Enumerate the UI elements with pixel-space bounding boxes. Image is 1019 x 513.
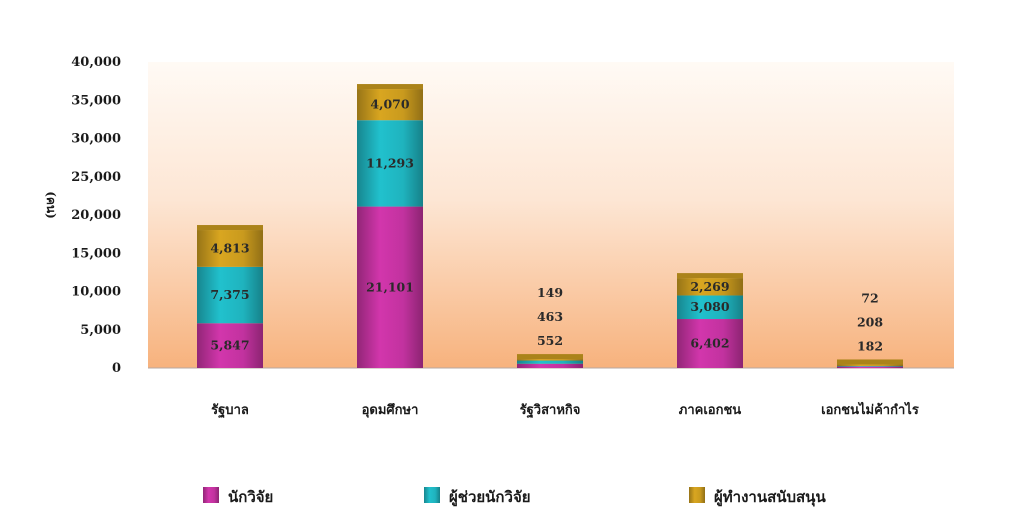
legend-label: นักวิจัย bbox=[228, 488, 273, 506]
category-label: อุดมศึกษา bbox=[362, 402, 419, 418]
data-label: 149 bbox=[537, 285, 563, 300]
y-tick-label: 30,000 bbox=[71, 132, 121, 147]
data-label: 2,269 bbox=[690, 279, 729, 294]
data-label: 463 bbox=[537, 309, 563, 324]
bar-2-4 bbox=[837, 364, 903, 366]
bar-top-cap bbox=[357, 84, 423, 90]
y-tick-label: 15,000 bbox=[71, 246, 121, 261]
data-label: 7,375 bbox=[210, 287, 249, 302]
bar-1-1 bbox=[357, 120, 423, 207]
legend-label: ผู้ทำงานสนับสนุน bbox=[714, 488, 826, 507]
plot-background bbox=[148, 62, 954, 368]
legend-label: ผู้ช่วยนักวิจัย bbox=[449, 488, 531, 507]
data-label: 3,080 bbox=[690, 299, 729, 314]
y-tick-label: 0 bbox=[112, 361, 121, 376]
bar-1-2 bbox=[517, 360, 583, 364]
category-label: ภาคเอกชน bbox=[679, 403, 742, 418]
data-label: 208 bbox=[857, 314, 883, 329]
category-label: รัฐบาล bbox=[211, 403, 249, 419]
bar-top-cap bbox=[197, 225, 263, 231]
legend: นักวิจัย ผู้ช่วยนักวิจัย ผู้ทำงานสนับสนุน bbox=[203, 487, 826, 507]
data-label: 4,070 bbox=[370, 97, 409, 112]
y-axis-label: (คน) bbox=[44, 191, 58, 219]
legend-swatch bbox=[203, 487, 219, 503]
y-tick-label: 40,000 bbox=[71, 55, 121, 70]
bar-0-4 bbox=[837, 366, 903, 369]
bar-top-cap bbox=[677, 273, 743, 279]
bar-0-1 bbox=[357, 206, 423, 368]
y-tick-label: 35,000 bbox=[71, 93, 121, 108]
bar-2-2 bbox=[517, 359, 583, 361]
category-label: เอกชนไม่ค้ากำไร bbox=[821, 401, 919, 418]
bar-top-cap bbox=[837, 359, 903, 365]
bar-0-2 bbox=[517, 363, 583, 368]
data-label: 4,813 bbox=[210, 240, 249, 255]
bar-top-cap bbox=[517, 354, 583, 360]
data-label: 21,101 bbox=[366, 279, 414, 294]
y-tick-label: 25,000 bbox=[71, 170, 121, 185]
x-axis-categories: รัฐบาล อุดมศึกษา รัฐวิสาหกิจ ภาคเอกชน เอกชนไ… bbox=[211, 401, 919, 419]
category-label: รัฐวิสาหกิจ bbox=[520, 403, 581, 419]
data-label: 182 bbox=[857, 338, 883, 353]
data-label: 72 bbox=[861, 290, 878, 305]
bars: 5,847 7,375 4,813 21,101 11,293 4,070 552 463 14… bbox=[197, 84, 903, 369]
y-tick-label: 20,000 bbox=[71, 208, 121, 223]
y-axis-ticks: 40,000 35,000 30,000 25,000 20,000 15,000 10,0… bbox=[71, 55, 121, 376]
data-label: 11,293 bbox=[366, 155, 414, 170]
bar-2-1 bbox=[357, 89, 423, 121]
data-label: 552 bbox=[537, 333, 563, 348]
data-label: 5,847 bbox=[210, 338, 249, 353]
y-tick-label: 5,000 bbox=[80, 323, 121, 338]
bar-2-0 bbox=[197, 230, 263, 267]
y-tick-label: 10,000 bbox=[71, 285, 121, 300]
legend-swatch bbox=[424, 487, 440, 503]
bar-0-0 bbox=[197, 323, 263, 368]
legend-swatch bbox=[689, 487, 705, 503]
bar-1-0 bbox=[197, 266, 263, 324]
bar-0-3 bbox=[677, 319, 743, 368]
bar-2-3 bbox=[677, 278, 743, 296]
bar-1-3 bbox=[677, 295, 743, 320]
data-label: 6,402 bbox=[690, 336, 729, 351]
